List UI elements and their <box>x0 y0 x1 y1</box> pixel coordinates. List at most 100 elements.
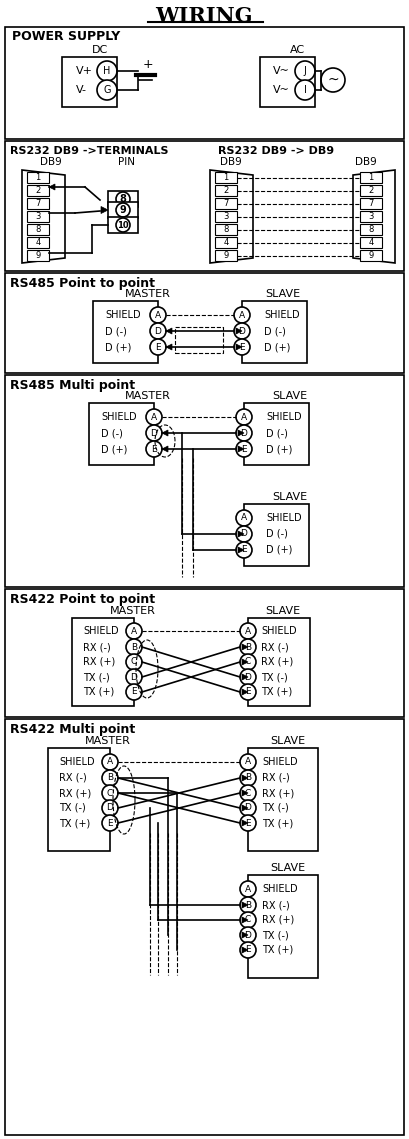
Bar <box>215 249 237 261</box>
Text: POWER SUPPLY: POWER SUPPLY <box>12 31 120 43</box>
Text: MASTER: MASTER <box>85 736 131 746</box>
Bar <box>215 224 237 235</box>
Polygon shape <box>242 902 248 908</box>
Circle shape <box>240 785 256 801</box>
Polygon shape <box>242 674 248 680</box>
Text: DB9: DB9 <box>220 157 242 167</box>
Text: B: B <box>107 773 113 782</box>
Text: B: B <box>245 773 251 782</box>
Bar <box>72 618 134 706</box>
Text: D (-): D (-) <box>266 428 288 439</box>
Text: +: + <box>143 57 153 71</box>
Text: D (+): D (+) <box>101 444 127 454</box>
Text: RX (-): RX (-) <box>262 900 290 910</box>
Text: D (+): D (+) <box>264 342 290 352</box>
Text: RX (+): RX (+) <box>83 657 115 667</box>
Text: 1: 1 <box>369 173 374 182</box>
Text: E: E <box>245 819 251 828</box>
Text: RX (-): RX (-) <box>262 773 290 782</box>
Text: A: A <box>239 311 245 320</box>
Polygon shape <box>210 170 253 263</box>
Text: SHIELD: SHIELD <box>262 884 298 894</box>
Circle shape <box>236 510 252 526</box>
Text: SHIELD: SHIELD <box>264 310 300 320</box>
Text: RS422 Point to point: RS422 Point to point <box>10 592 155 606</box>
Text: 9: 9 <box>35 251 40 260</box>
Circle shape <box>116 203 130 218</box>
Text: 3: 3 <box>35 212 40 221</box>
Text: RX (-): RX (-) <box>83 642 111 652</box>
Text: SLAVE: SLAVE <box>270 736 306 746</box>
Text: 7: 7 <box>35 199 40 208</box>
Polygon shape <box>242 689 248 695</box>
Text: RX (+): RX (+) <box>59 788 91 798</box>
Text: TX (+): TX (+) <box>262 818 293 828</box>
Text: MASTER: MASTER <box>125 391 171 401</box>
Text: SHIELD: SHIELD <box>101 412 137 423</box>
Bar <box>27 237 49 248</box>
Text: V+: V+ <box>76 66 93 76</box>
Bar <box>27 185 49 196</box>
Bar <box>27 172 49 183</box>
Text: C: C <box>131 657 137 666</box>
Bar <box>108 218 138 233</box>
Bar <box>360 198 382 208</box>
Circle shape <box>236 409 252 425</box>
Text: 8: 8 <box>223 226 229 233</box>
Text: DB9: DB9 <box>40 157 62 167</box>
Bar <box>5 719 404 1134</box>
Text: TX (+): TX (+) <box>83 687 114 697</box>
Circle shape <box>240 654 256 670</box>
Text: RX (-): RX (-) <box>59 773 87 782</box>
Bar <box>5 589 404 716</box>
Text: MASTER: MASTER <box>125 289 171 300</box>
Text: SHIELD: SHIELD <box>262 757 298 767</box>
Polygon shape <box>49 185 55 190</box>
Text: V-: V- <box>76 85 87 95</box>
Circle shape <box>240 685 256 700</box>
Bar <box>360 224 382 235</box>
Circle shape <box>102 816 118 831</box>
Text: D: D <box>151 428 157 437</box>
Text: A: A <box>107 757 113 767</box>
Text: TX (-): TX (-) <box>262 803 289 813</box>
Bar <box>175 327 223 353</box>
Circle shape <box>240 623 256 639</box>
Text: RS422 Multi point: RS422 Multi point <box>10 722 135 736</box>
Text: 4: 4 <box>35 238 40 247</box>
Bar <box>27 211 49 222</box>
Bar <box>5 27 404 139</box>
Text: DC: DC <box>92 46 108 55</box>
Bar <box>27 224 49 235</box>
Text: E: E <box>245 945 251 954</box>
Text: 2: 2 <box>369 186 374 195</box>
Text: V~: V~ <box>273 66 290 76</box>
Text: SHIELD: SHIELD <box>261 626 297 636</box>
Circle shape <box>240 912 256 928</box>
Text: D (+): D (+) <box>266 544 292 555</box>
Text: RX (-): RX (-) <box>261 642 289 652</box>
Text: AC: AC <box>290 46 305 55</box>
Text: SLAVE: SLAVE <box>265 289 301 300</box>
Text: 7: 7 <box>369 199 374 208</box>
Text: D: D <box>245 931 252 940</box>
Polygon shape <box>242 644 248 650</box>
Circle shape <box>321 68 345 92</box>
Text: RX (+): RX (+) <box>261 657 293 667</box>
Text: D: D <box>245 672 252 681</box>
Text: SHIELD: SHIELD <box>83 626 119 636</box>
Text: I: I <box>303 85 306 95</box>
Polygon shape <box>238 531 244 536</box>
Circle shape <box>150 323 166 339</box>
Circle shape <box>295 80 315 100</box>
Polygon shape <box>101 206 108 213</box>
Circle shape <box>126 623 142 639</box>
Bar <box>242 301 307 363</box>
Text: E: E <box>239 343 245 352</box>
Text: C: C <box>245 657 251 666</box>
Text: D: D <box>240 530 247 539</box>
Circle shape <box>295 62 315 81</box>
Bar <box>248 875 318 978</box>
Text: RS232 DB9 ->TERMINALS: RS232 DB9 ->TERMINALS <box>10 146 169 156</box>
Circle shape <box>126 669 142 685</box>
